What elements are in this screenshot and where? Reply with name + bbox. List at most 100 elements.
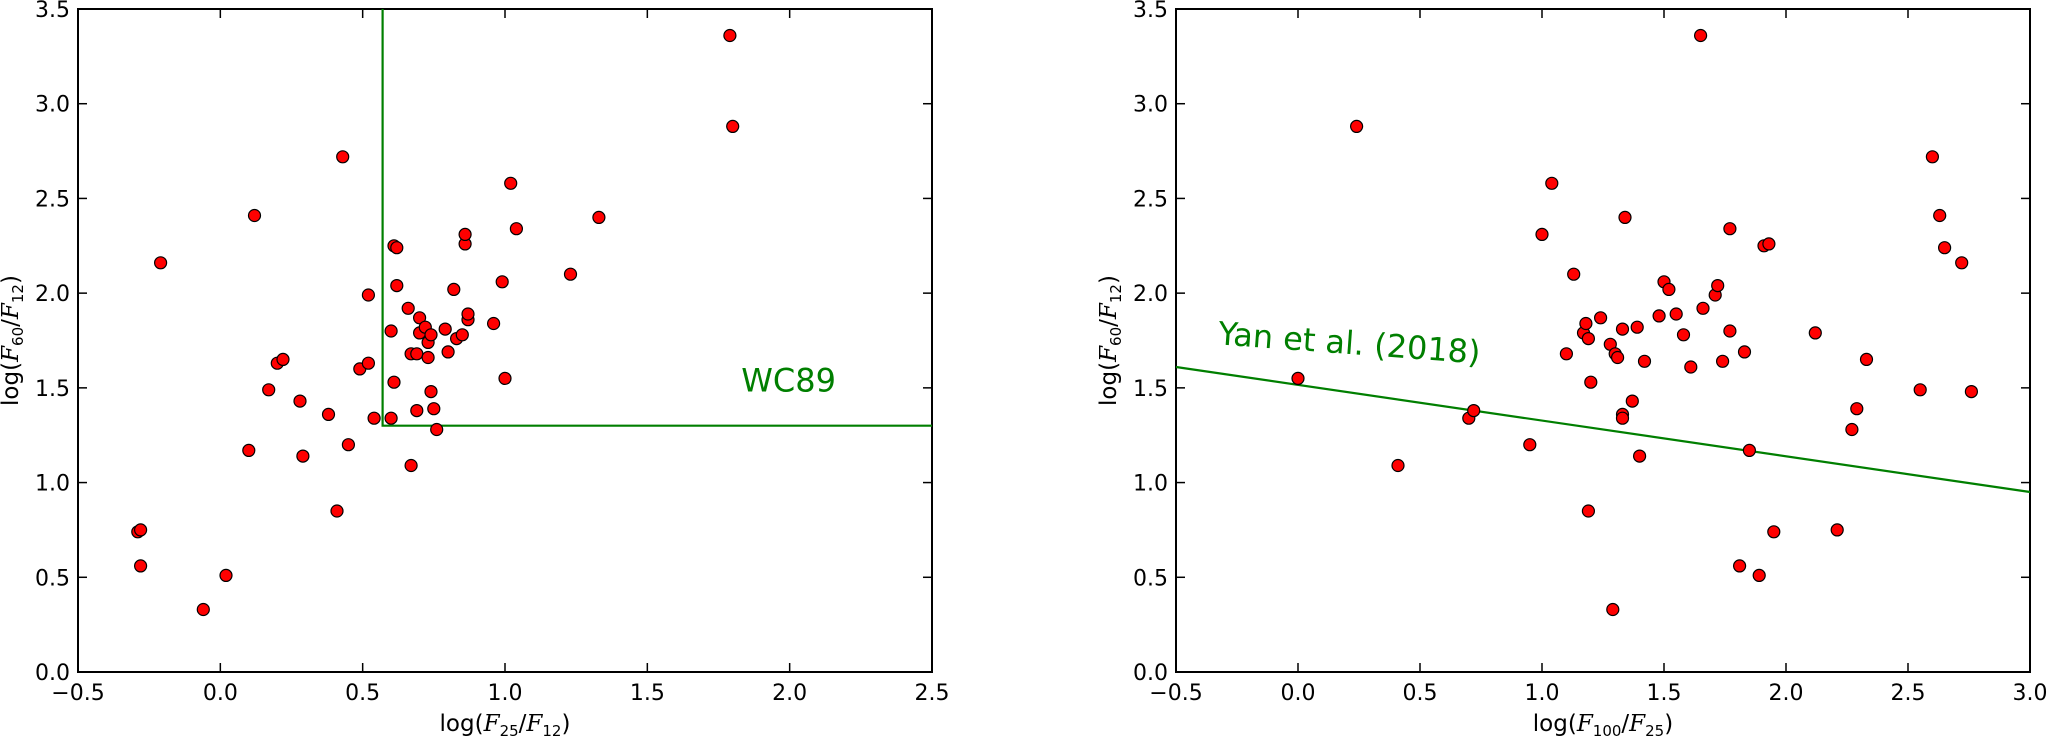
wc89-annotation: WC89 [741, 362, 836, 400]
x-tick-label: 2.5 [915, 681, 950, 706]
data-point [134, 559, 148, 573]
y-tick-label: 2.5 [1133, 187, 1168, 212]
x-axis-label-sub1: 25 [500, 722, 519, 736]
data-point [296, 449, 310, 463]
y-axis-label: log(F60/F12) [0, 275, 27, 406]
data-point [1964, 385, 1979, 399]
data-point [219, 568, 233, 583]
data-point [1723, 222, 1737, 236]
data-point [1737, 345, 1752, 359]
data-point [1637, 354, 1652, 368]
data-point [1618, 210, 1632, 224]
y-axis-label-pre: log( [1096, 362, 1122, 406]
data-point [1669, 307, 1683, 321]
data-point [1632, 449, 1647, 463]
x-axis-label-mid: / [1621, 711, 1629, 736]
data-point [1593, 311, 1608, 325]
data-point [1625, 394, 1639, 408]
data-point [458, 227, 472, 241]
data-point [1630, 320, 1644, 334]
data-point [424, 328, 438, 342]
y-axis-label-mid: / [1096, 319, 1122, 327]
data-point [441, 345, 455, 359]
data-point [498, 371, 512, 385]
data-point [387, 375, 401, 389]
data-point [1762, 237, 1776, 251]
data-point [247, 208, 262, 223]
left-scatter-panel: −0.5 0.0 0.5 1.0 1.5 2.0 2.50.00.51.01.52.02.5… [0, 0, 950, 736]
y-axis-label-sub2: 12 [9, 284, 27, 303]
data-point [1676, 328, 1691, 342]
data-point [293, 394, 307, 408]
data-point [1933, 208, 1947, 223]
data-point [1937, 241, 1952, 255]
data-point [384, 324, 398, 338]
data-point [413, 311, 427, 325]
data-point [1696, 301, 1710, 315]
data-point [1584, 375, 1598, 389]
data-point [438, 322, 452, 336]
data-point [1925, 150, 1940, 164]
x-tick-label: 1.0 [1525, 681, 1560, 706]
x-axis-label-sub2: 25 [1645, 722, 1664, 736]
data-point [276, 352, 290, 366]
data-point [509, 222, 524, 236]
data-point [410, 404, 424, 418]
y-tick-label: 1.5 [35, 377, 70, 402]
data-point [1535, 227, 1549, 241]
x-axis-label-var1: F [1576, 711, 1594, 736]
y-axis-label-var1: F [1096, 345, 1122, 363]
x-axis-label-mid: / [519, 711, 527, 736]
data-point [1467, 404, 1481, 418]
data-point [1291, 371, 1305, 385]
y-tick-label: 3.0 [1133, 93, 1168, 118]
data-point [390, 241, 404, 255]
data-point [563, 267, 578, 281]
data-point [430, 422, 444, 437]
data-point [154, 256, 168, 270]
data-point [1581, 504, 1596, 518]
x-tick-label: 0.0 [1281, 681, 1316, 706]
data-point [1579, 316, 1593, 331]
data-point [242, 443, 256, 457]
data-point [1742, 443, 1757, 457]
data-point [726, 119, 740, 134]
x-axis-label-var1: F [483, 711, 501, 736]
x-axis-label-sub2: 12 [542, 722, 561, 736]
x-axis-label-post: ) [1664, 711, 1673, 736]
y-axis-label-sub1: 60 [1107, 327, 1125, 346]
y-axis-label-sub2: 12 [1107, 284, 1125, 303]
data-point [487, 316, 501, 331]
data-point [330, 504, 344, 518]
x-tick-label: 2.0 [772, 681, 807, 706]
y-tick-label: 1.0 [1133, 472, 1168, 497]
data-point [410, 347, 424, 361]
y-tick-label: 3.5 [1133, 0, 1168, 23]
data-point [384, 411, 398, 425]
x-tick-label: 1.0 [488, 681, 523, 706]
y-tick-label: 2.0 [1133, 282, 1168, 307]
y-axis-label-post: ) [1096, 275, 1122, 284]
data-point [1715, 354, 1730, 368]
x-tick-label: −0.5 [51, 681, 104, 706]
y-tick-label: 0.0 [1133, 661, 1168, 686]
plot-frame [1175, 8, 2031, 673]
y-tick-label: 3.5 [35, 0, 70, 23]
data-point [1523, 438, 1537, 452]
data-point [1662, 282, 1676, 296]
data-point [1732, 559, 1747, 573]
x-axis-label: log(F100/F25) [1533, 711, 1673, 736]
data-point [1391, 458, 1405, 473]
data-point [424, 385, 438, 399]
plot-frame [77, 8, 933, 673]
data-point [1693, 28, 1708, 43]
y-axis-label: log(F60/F12) [1096, 275, 1125, 406]
data-point [1850, 402, 1864, 416]
x-axis-label-var2: F [525, 711, 543, 736]
y-axis-label-mid: / [0, 319, 24, 327]
data-point [427, 402, 441, 416]
y-tick-label: 1.5 [1133, 377, 1168, 402]
data-point [1567, 267, 1581, 281]
data-point [1859, 352, 1874, 366]
